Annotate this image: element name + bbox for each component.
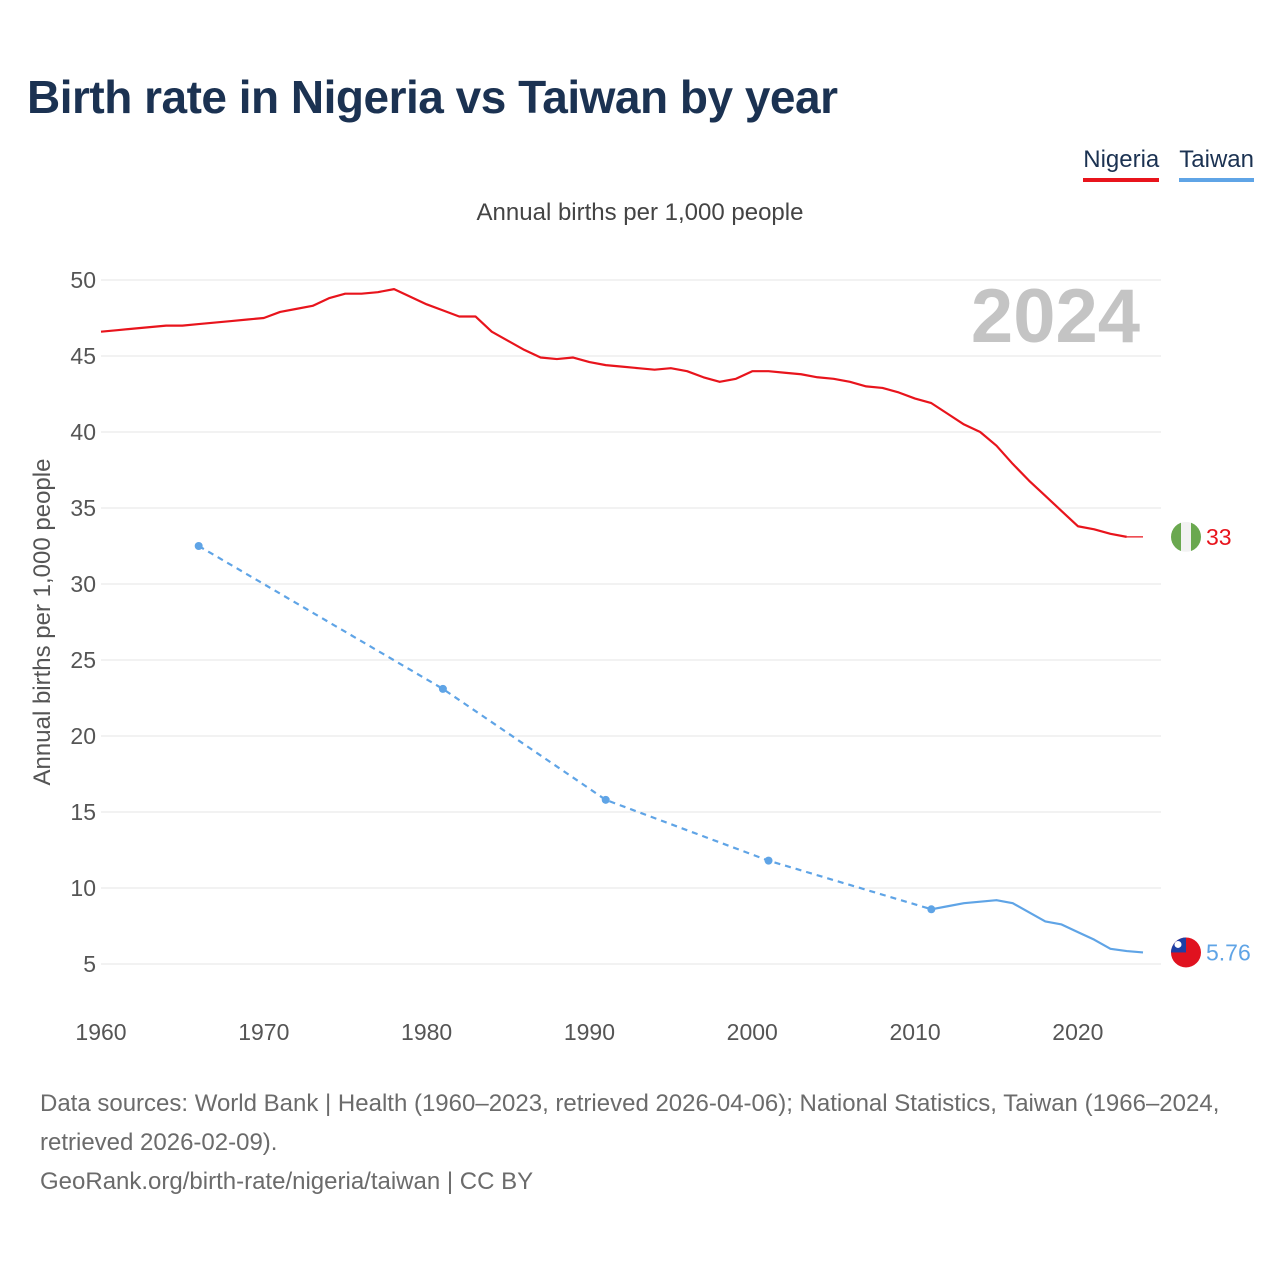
nigeria-flag-right-stripe [1191, 521, 1201, 552]
y-tick-label: 30 [70, 571, 96, 597]
line-chart: Annual births per 1,000 people 2024 Annu… [29, 199, 1251, 1045]
series-dashed-line-taiwan [198, 545, 932, 911]
data-point-taiwan [438, 684, 447, 693]
y-tick-label: 25 [70, 647, 96, 673]
taiwan-flag-body [1171, 937, 1201, 968]
chart-title: Birth rate in Nigeria vs Taiwan by year [27, 71, 838, 123]
y-tick-label: 20 [70, 723, 96, 749]
y-tick-label: 15 [70, 799, 96, 825]
x-tick-label: 1960 [75, 1019, 126, 1045]
y-tick-label: 50 [70, 267, 96, 293]
legend-item-nigeria[interactable]: Nigeria [1083, 146, 1160, 182]
credit-link[interactable]: GeoRank.org/birth-rate/nigeria/taiwan | … [40, 1168, 534, 1195]
x-tick-label: 1990 [564, 1019, 615, 1045]
y-tick-label: 40 [70, 419, 96, 445]
legend-item-taiwan[interactable]: Taiwan [1179, 146, 1254, 182]
taiwan-flag-sun [1174, 940, 1182, 948]
end-label-taiwan: 5.76 [1206, 939, 1251, 965]
y-tick-label: 35 [70, 495, 96, 521]
y-axis-label: Annual births per 1,000 people [29, 459, 56, 786]
x-tick-label: 2020 [1052, 1019, 1103, 1045]
nigeria-flag-middle-stripe [1181, 521, 1191, 552]
footer: Data sources: World Bank | Health (1960–… [40, 1084, 1250, 1201]
taiwan-flag-icon [1171, 937, 1201, 968]
x-tick-label: 2010 [889, 1019, 940, 1045]
data-point-taiwan [601, 795, 610, 804]
y-tick-label: 5 [83, 951, 96, 977]
y-tick-label: 45 [70, 343, 96, 369]
legend: Nigeria Taiwan [1083, 146, 1254, 182]
year-watermark: 2024 [971, 274, 1140, 359]
y-tick-label: 10 [70, 875, 96, 901]
data-point-taiwan [764, 856, 773, 865]
series-line-taiwan [931, 899, 1144, 954]
data-point-taiwan [194, 542, 203, 550]
x-tick-label: 2000 [727, 1019, 778, 1045]
end-label-nigeria: 33 [1206, 524, 1232, 550]
nigeria-flag-left-stripe [1171, 521, 1181, 552]
series-line-nigeria [100, 288, 1127, 538]
data-sources: Data sources: World Bank | Health (1960–… [40, 1090, 1220, 1156]
x-tick-label: 1970 [238, 1019, 289, 1045]
x-tick-label: 1980 [401, 1019, 452, 1045]
chart-subtitle: Annual births per 1,000 people [477, 199, 804, 226]
nigeria-flag-icon [1171, 521, 1201, 552]
nigeria-flag-body [1171, 521, 1201, 552]
